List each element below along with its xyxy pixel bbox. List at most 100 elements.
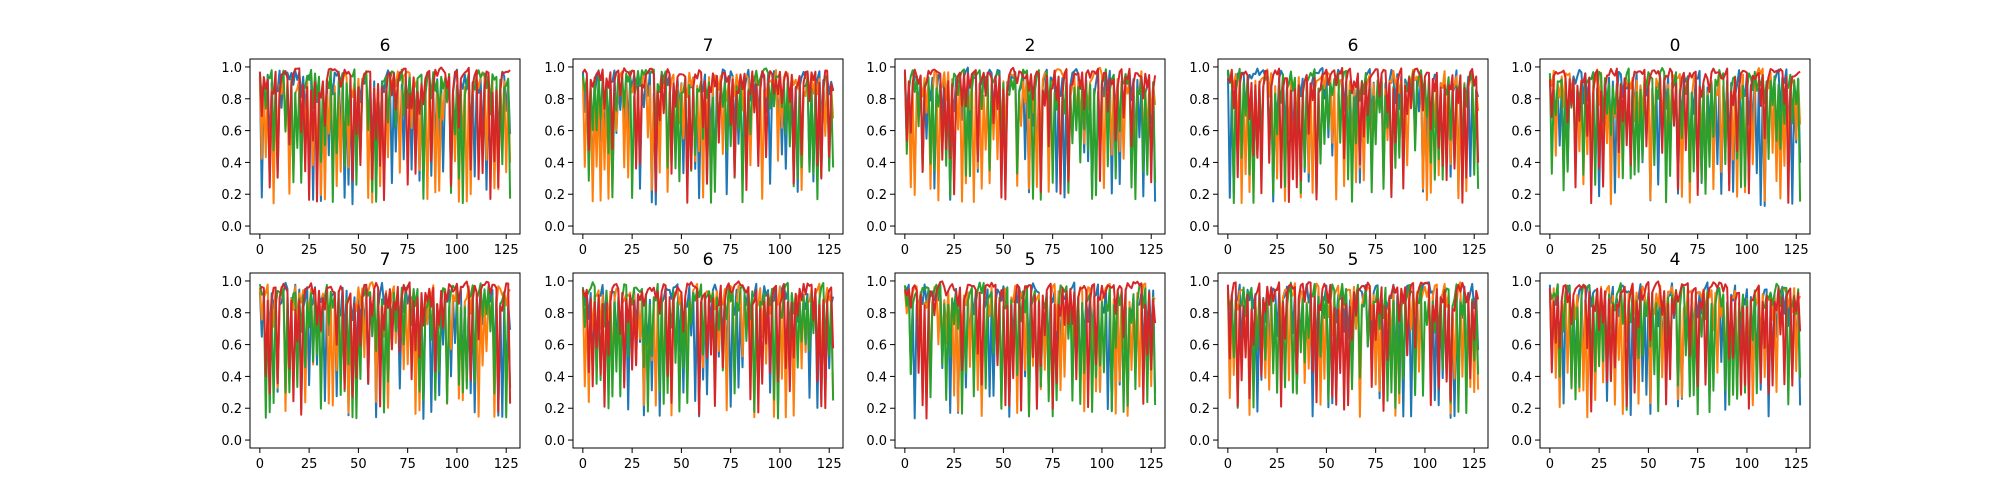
x-tick-label: 75 — [1689, 243, 1706, 258]
y-tick-label: 1.0 — [544, 275, 565, 290]
axes-frame — [249, 58, 521, 235]
subplot-title: 6 — [1348, 36, 1359, 56]
x-tick-label: 25 — [301, 243, 318, 258]
x-tick-label: 50 — [1640, 243, 1657, 258]
y-tick-label: 0.0 — [221, 434, 242, 449]
x-tick-label: 75 — [1367, 243, 1384, 258]
y-tick-label: 0.6 — [866, 339, 887, 354]
x-tick-label: 100 — [445, 457, 470, 472]
subplot-3: 2 0 25 50 75 100 125 0.0 0.2 0.4 0.6 0.8 1.0 — [866, 36, 1166, 258]
x-tick-label: 25 — [301, 457, 318, 472]
x-tick-label: 0 — [901, 243, 909, 258]
x-tick-label: 75 — [399, 243, 416, 258]
series-line-4 — [1548, 67, 1801, 205]
x-tick-label: 100 — [1735, 243, 1760, 258]
y-tick-label: 0.2 — [544, 188, 565, 203]
y-tick-label: 0.6 — [221, 125, 242, 140]
subplot-5: 0 0 25 50 75 100 125 0.0 0.2 0.4 0.6 0.8 1.0 — [1511, 36, 1811, 258]
y-tick-label: 0.8 — [1189, 93, 1210, 108]
y-tick-label: 0.0 — [544, 220, 565, 235]
y-tick-label: 1.0 — [866, 61, 887, 76]
y-tick-label: 1.0 — [1189, 61, 1210, 76]
y-tick-label: 0.2 — [1189, 188, 1210, 203]
y-tick-label: 0.8 — [221, 307, 242, 322]
x-tick-label: 25 — [1269, 243, 1286, 258]
y-tick-label: 0.6 — [1189, 125, 1210, 140]
y-tick-label: 0.8 — [1511, 307, 1532, 322]
y-tick-label: 0.6 — [221, 339, 242, 354]
y-tick-label: 1.0 — [1189, 275, 1210, 290]
x-tick-label: 100 — [1735, 457, 1760, 472]
axes-frame — [249, 272, 521, 449]
y-tick-label: 0.8 — [1189, 307, 1210, 322]
subplot-title: 0 — [1670, 36, 1681, 56]
x-tick-label: 125 — [817, 457, 842, 472]
y-tick-label: 0.0 — [221, 220, 242, 235]
x-tick-label: 75 — [1689, 457, 1706, 472]
x-tick-label: 75 — [1367, 457, 1384, 472]
axes-frame — [894, 58, 1166, 235]
axes-frame — [572, 272, 844, 449]
y-tick-label: 0.4 — [1511, 370, 1532, 385]
x-tick-label: 50 — [995, 243, 1012, 258]
axes-frame — [1539, 58, 1811, 235]
series-line-4 — [903, 280, 1157, 420]
y-tick-label: 0.2 — [1511, 188, 1532, 203]
series-line-4 — [903, 66, 1157, 201]
x-tick-label: 100 — [768, 243, 793, 258]
x-tick-label: 50 — [995, 457, 1012, 472]
x-tick-label: 125 — [494, 457, 519, 472]
x-tick-label: 50 — [1640, 457, 1657, 472]
subplot-title: 7 — [703, 36, 714, 56]
series-line-4 — [581, 280, 835, 416]
axes-frame — [572, 58, 844, 235]
x-tick-label: 125 — [1139, 457, 1164, 472]
x-tick-label: 25 — [1591, 243, 1608, 258]
subplot-10: 4 0 25 50 75 100 125 0.0 0.2 0.4 0.6 0.8 1.0 — [1511, 250, 1811, 472]
x-tick-label: 100 — [1090, 243, 1115, 258]
x-tick-label: 0 — [1224, 457, 1232, 472]
x-tick-label: 50 — [1318, 457, 1335, 472]
subplot-6: 7 0 25 50 75 100 125 0.0 0.2 0.4 0.6 0.8 1.0 — [221, 250, 521, 472]
y-tick-label: 0.4 — [866, 156, 887, 171]
subplot-title: 5 — [1025, 250, 1036, 270]
y-tick-label: 0.8 — [866, 307, 887, 322]
series-line-4 — [582, 67, 835, 204]
y-tick-label: 0.6 — [1511, 125, 1532, 140]
x-tick-label: 0 — [579, 243, 587, 258]
x-tick-label: 100 — [445, 243, 470, 258]
series-line-4 — [258, 66, 511, 203]
x-tick-label: 75 — [1044, 457, 1061, 472]
x-tick-label: 0 — [256, 457, 264, 472]
x-tick-label: 125 — [1462, 457, 1487, 472]
x-tick-label: 125 — [1139, 243, 1164, 258]
y-tick-label: 0.2 — [866, 402, 887, 417]
x-tick-label: 50 — [350, 243, 367, 258]
x-tick-label: 100 — [768, 457, 793, 472]
x-tick-label: 25 — [946, 243, 963, 258]
y-tick-label: 0.4 — [1189, 370, 1210, 385]
axes-frame — [1539, 272, 1811, 449]
y-tick-label: 1.0 — [544, 61, 565, 76]
x-tick-label: 125 — [817, 243, 842, 258]
y-tick-label: 0.0 — [1511, 434, 1532, 449]
x-tick-label: 0 — [579, 457, 587, 472]
subplot-title: 2 — [1025, 36, 1036, 56]
x-tick-label: 125 — [494, 243, 519, 258]
series-line-4 — [1227, 67, 1480, 204]
x-tick-label: 100 — [1090, 457, 1115, 472]
x-tick-label: 50 — [1318, 243, 1335, 258]
y-tick-label: 0.4 — [866, 370, 887, 385]
x-tick-label: 0 — [901, 457, 909, 472]
y-tick-label: 1.0 — [1511, 61, 1532, 76]
y-tick-label: 0.6 — [544, 339, 565, 354]
series-line-3 — [903, 281, 1157, 418]
x-tick-label: 50 — [673, 457, 690, 472]
subplot-title: 5 — [1348, 250, 1359, 270]
y-tick-label: 0.2 — [1189, 402, 1210, 417]
x-tick-label: 75 — [399, 457, 416, 472]
y-tick-label: 0.6 — [544, 125, 565, 140]
y-tick-label: 0.8 — [544, 93, 565, 108]
